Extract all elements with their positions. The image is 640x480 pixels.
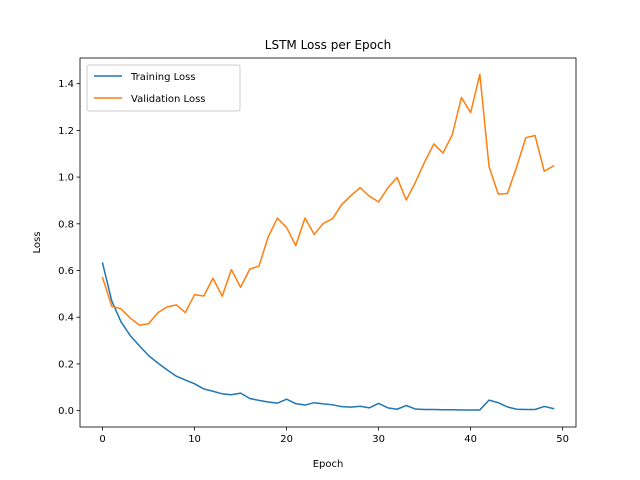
y-tick-label: 0.2	[58, 359, 74, 370]
y-tick-label: 1.0	[58, 173, 74, 184]
y-tick-label: 1.2	[58, 126, 74, 137]
legend-label-validation: Validation Loss	[131, 94, 206, 105]
x-tick-label: 30	[372, 434, 385, 445]
x-axis-label: Epoch	[313, 459, 344, 470]
x-tick-label: 10	[188, 434, 201, 445]
legend-label-training: Training Loss	[130, 72, 196, 83]
y-axis-label: Loss	[32, 232, 43, 254]
legend: Training Loss Validation Loss	[86, 64, 241, 112]
y-tick-label: 0.6	[58, 266, 74, 277]
y-tick-label: 0.0	[58, 406, 74, 417]
validation-loss-line	[101, 73, 555, 326]
x-tick-label: 20	[280, 434, 293, 445]
x-tick-label: 0	[99, 434, 105, 445]
training-loss-line	[101, 262, 555, 411]
y-tick-label: 1.4	[58, 79, 74, 90]
y-tick-label: 0.4	[58, 313, 74, 324]
y-tick-label: 0.8	[58, 219, 74, 230]
plot-area-frame	[79, 57, 577, 428]
chart-title: LSTM Loss per Epoch	[265, 38, 391, 52]
x-tick-label: 50	[556, 434, 569, 445]
series-layer	[101, 73, 555, 411]
legend-box	[86, 64, 241, 112]
x-axis: 0 10 20 30 40 50	[99, 427, 569, 445]
x-tick-label: 40	[464, 434, 477, 445]
y-axis: 0.0 0.2 0.4 0.6 0.8 1.0 1.2 1.4	[58, 79, 80, 417]
